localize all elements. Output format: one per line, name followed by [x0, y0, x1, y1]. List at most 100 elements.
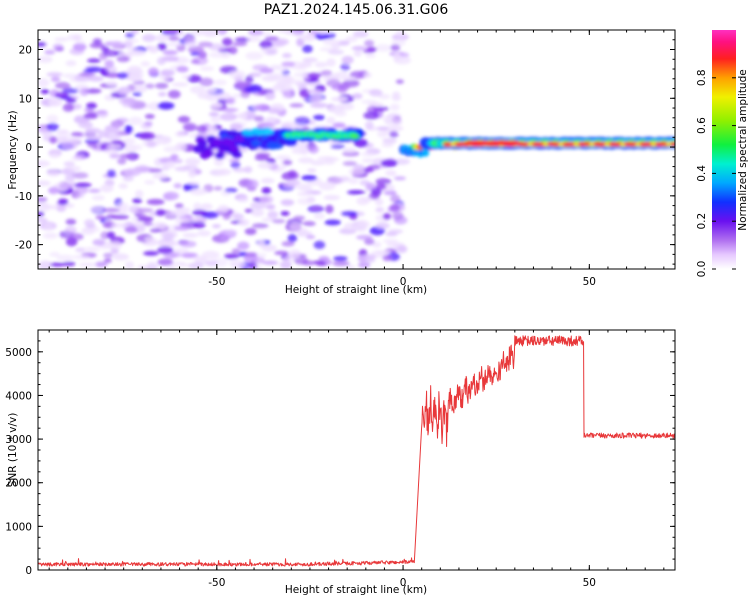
heatmap-cell	[42, 232, 58, 239]
heatmap-cell	[109, 153, 121, 159]
heatmap-cell	[259, 67, 274, 74]
heatmap-cell	[305, 234, 316, 240]
heatmap-cell	[253, 115, 265, 122]
heatmap-cell	[134, 189, 144, 199]
heatmap-cell	[85, 224, 97, 229]
heatmap-cell	[302, 33, 319, 40]
heatmap-cell	[364, 121, 374, 130]
heatmap-cell	[158, 92, 167, 97]
heatmap-cell	[389, 103, 400, 111]
heatmap-cell	[363, 72, 372, 78]
heatmap-cell	[348, 168, 366, 176]
heatmap-cell	[134, 166, 151, 173]
heatmap-cell	[302, 57, 318, 63]
heatmap-cell	[262, 260, 279, 265]
heatmap-cell	[293, 215, 306, 221]
heatmap-cell	[279, 260, 292, 269]
heatmap-cell	[342, 161, 358, 166]
heatmap-cell	[327, 105, 345, 114]
heatmap-cell	[46, 170, 61, 177]
heatmap-cell	[353, 50, 363, 57]
heatmap-cell	[232, 167, 246, 173]
heatmap-cell	[375, 178, 392, 186]
heatmap-cell	[65, 237, 78, 247]
heatmap-cell	[233, 81, 251, 89]
heatmap-cell	[238, 218, 250, 227]
heatmap-cell	[193, 202, 202, 211]
heatmap-cell	[148, 67, 159, 76]
heatmap-cell	[392, 211, 404, 221]
spectrogram-y-tick-label: 0	[25, 142, 32, 154]
heatmap-cell	[160, 69, 175, 77]
heatmap-cell	[225, 229, 238, 236]
heatmap-cell	[248, 72, 262, 77]
heatmap-cell	[332, 260, 350, 267]
heatmap-cell	[200, 66, 215, 72]
heatmap-cell	[237, 241, 250, 251]
snr-x-ticks: -50 0 50	[48, 330, 665, 589]
heatmap-cell	[338, 83, 351, 90]
heatmap-cell	[264, 36, 279, 41]
heatmap-cell	[38, 196, 48, 203]
heatmap-cell	[196, 125, 208, 133]
heatmap-cell	[259, 195, 274, 204]
heatmap-cell	[89, 205, 103, 213]
heatmap-cell	[382, 137, 397, 144]
heatmap-cell	[148, 102, 161, 111]
heatmap-cell	[85, 127, 101, 134]
heatmap-cell	[136, 208, 154, 213]
heatmap-cell	[148, 45, 159, 54]
heatmap-cell	[56, 254, 74, 262]
heatmap-cell	[49, 152, 61, 159]
heatmap-cell	[277, 30, 291, 34]
heatmap-cell	[287, 170, 297, 178]
heatmap-cell	[298, 157, 314, 164]
heatmap-cell	[112, 253, 130, 261]
heatmap-cell	[50, 76, 61, 82]
heatmap-cell	[307, 72, 322, 78]
heatmap-cell	[100, 231, 110, 240]
heatmap-cell	[351, 46, 368, 51]
heatmap-cell	[208, 124, 217, 133]
spectrogram-x-tick-label: 0	[400, 276, 407, 288]
heatmap-cell	[388, 125, 404, 132]
heatmap-cell	[164, 160, 176, 169]
heatmap-cell	[220, 233, 231, 240]
heatmap-cell	[203, 149, 214, 158]
heatmap-cell	[146, 198, 165, 206]
heatmap-cell	[78, 262, 97, 267]
heatmap-cell	[224, 98, 235, 104]
heatmap-cell	[69, 165, 81, 172]
heatmap-cell	[341, 210, 358, 217]
heatmap-cell	[92, 239, 106, 246]
heatmap-cell	[187, 262, 204, 269]
colorbar-label: Normalized spectral amplitude	[737, 69, 749, 230]
heatmap-cell	[234, 37, 251, 43]
heatmap-cell	[370, 187, 382, 196]
heatmap-cell	[396, 245, 408, 253]
heatmap-cell	[202, 30, 219, 38]
heatmap-cell	[508, 140, 521, 146]
heatmap-cell	[229, 123, 243, 131]
heatmap-cell	[302, 220, 316, 227]
heatmap-cell	[163, 191, 179, 201]
heatmap-cell	[79, 88, 89, 97]
heatmap-cell	[229, 70, 246, 79]
heatmap-cell	[265, 204, 276, 210]
heatmap-cell	[345, 35, 358, 43]
heatmap-cell	[210, 116, 221, 123]
heatmap-cell	[366, 46, 377, 52]
colorbar-tick-label: 0.2	[696, 213, 708, 230]
heatmap-cell	[358, 261, 371, 268]
heatmap-cell	[46, 72, 63, 77]
heatmap-cell	[390, 194, 401, 203]
heatmap-cell	[347, 190, 366, 195]
snr-series-line	[38, 335, 675, 567]
spectrogram-x-ticks: -50 0 50	[48, 30, 665, 288]
heatmap-cell	[62, 261, 76, 267]
snr-y-tick-label: 3000	[5, 434, 32, 446]
heatmap-cell	[104, 131, 122, 141]
heatmap-cell	[94, 261, 108, 268]
heatmap-cell	[340, 76, 356, 81]
